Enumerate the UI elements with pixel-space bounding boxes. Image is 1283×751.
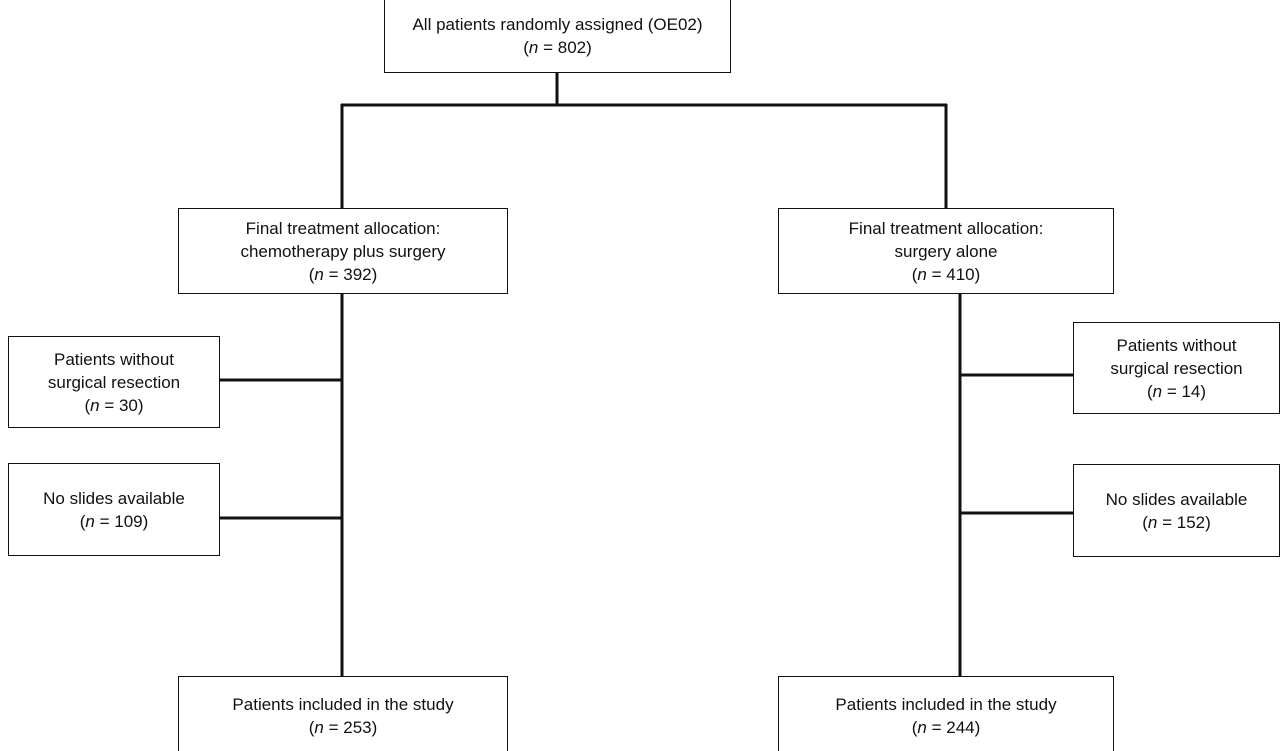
- count-text: (: [911, 264, 918, 284]
- node-text: No slides available: [43, 488, 185, 508]
- count-text: (: [523, 38, 529, 57]
- count-text: = 109): [94, 511, 149, 531]
- count-text: (: [1142, 512, 1148, 532]
- node-count: (n = 109): [80, 510, 149, 533]
- count-symbol: n: [85, 511, 95, 531]
- count-symbol: n: [917, 264, 927, 284]
- node-count: (n = 410): [912, 263, 981, 286]
- count-text: = 14): [1162, 381, 1207, 401]
- node-text: No slides available: [1105, 489, 1248, 509]
- node-box: No slides available (n = 152): [1073, 464, 1280, 557]
- node-text: Patients included in the study: [835, 695, 1057, 714]
- node-count: (n = 14): [1147, 380, 1206, 403]
- node-text: chemotherapy plus surgery: [240, 241, 446, 261]
- count-symbol: n: [314, 718, 324, 737]
- count-text: (: [308, 718, 315, 737]
- node-text: surgery alone: [894, 241, 998, 261]
- node-count: (n = 253): [309, 716, 378, 739]
- count-text: (: [911, 718, 918, 737]
- count-text: = 152): [1157, 512, 1211, 532]
- node-text: Patients without: [1116, 335, 1237, 355]
- count-text: (: [84, 395, 91, 415]
- count-text: = 253): [323, 718, 378, 737]
- node-text: Final treatment allocation:: [245, 218, 441, 238]
- node-box: Patients without surgical resection (n = 3…: [8, 336, 220, 428]
- count-text: = 392): [323, 264, 378, 284]
- count-text: (: [308, 264, 315, 284]
- count-text: (: [79, 511, 86, 531]
- node-text: surgical resection: [47, 372, 181, 392]
- node-box: Patients included in the study (n = 244): [778, 676, 1114, 751]
- node-count: (n = 802): [523, 36, 592, 59]
- node-box: Final treatment allocation: surgery alone…: [778, 208, 1114, 294]
- count-symbol: n: [314, 264, 324, 284]
- count-symbol: n: [1152, 381, 1163, 401]
- count-symbol: n: [528, 38, 539, 57]
- count-text: (: [1146, 381, 1153, 401]
- count-symbol: n: [917, 718, 927, 737]
- count-text: = 802): [538, 38, 592, 57]
- node-count: (n = 152): [1142, 511, 1211, 534]
- node-count: (n = 244): [912, 716, 981, 739]
- count-symbol: n: [90, 395, 100, 415]
- count-text: = 410): [926, 264, 981, 284]
- node-box: Final treatment allocation: chemotherapy …: [178, 208, 508, 294]
- node-box: No slides available (n = 109): [8, 463, 220, 556]
- node-text: Patients included in the study: [232, 695, 454, 714]
- count-symbol: n: [1147, 512, 1158, 532]
- node-text: All patients randomly assigned (OE02): [412, 15, 703, 34]
- node-count: (n = 392): [309, 263, 378, 286]
- node-box: Patients included in the study (n = 253): [178, 676, 508, 751]
- node-text: surgical resection: [1110, 358, 1243, 378]
- count-text: = 244): [926, 718, 981, 737]
- node-box: All patients randomly assigned (OE02) (n …: [384, 0, 731, 73]
- node-box: Patients without surgical resection (n = 1…: [1073, 322, 1280, 414]
- node-text: Patients without: [53, 349, 174, 369]
- count-text: = 30): [99, 395, 144, 415]
- node-text: Final treatment allocation:: [848, 218, 1044, 238]
- node-count: (n = 30): [84, 394, 143, 417]
